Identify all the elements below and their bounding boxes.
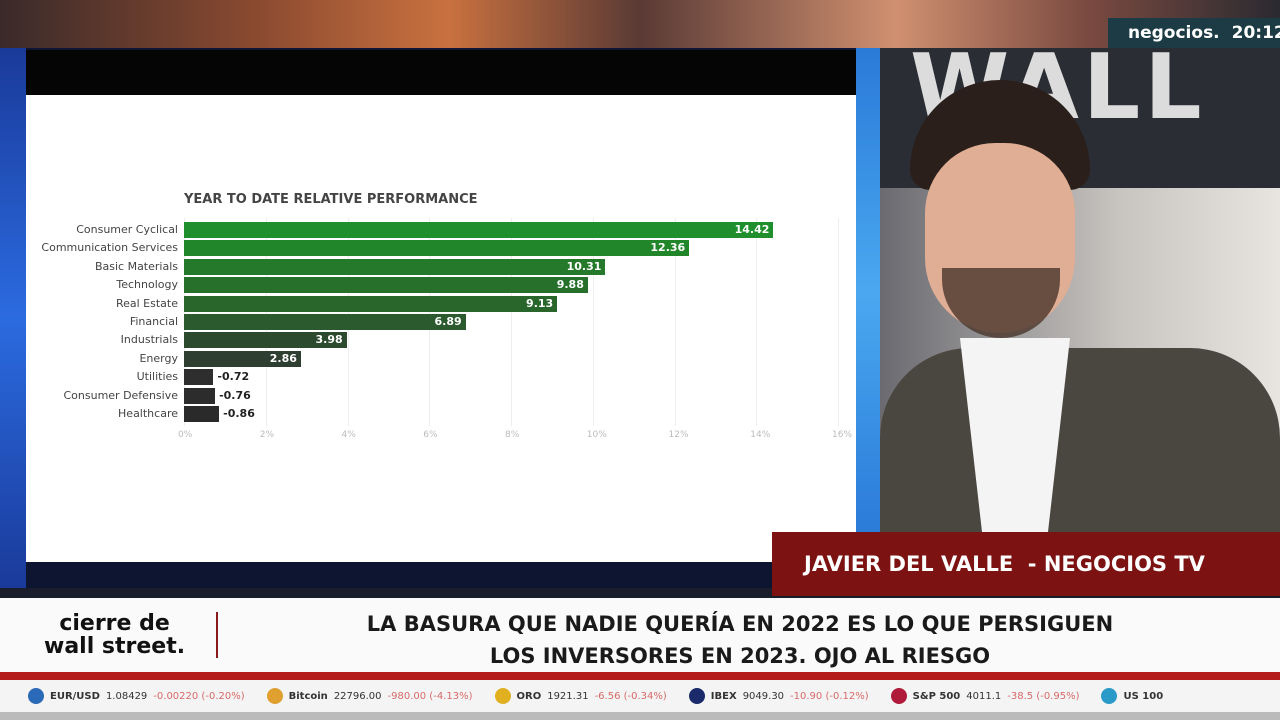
ticker-change: -6.56 (-0.34%) [594, 690, 667, 702]
bar-value-label: 6.89 [434, 315, 462, 328]
gridline [674, 218, 676, 426]
bar-value-label: 9.88 [556, 278, 584, 292]
divider [0, 672, 1280, 680]
category-label: Industrials [120, 333, 178, 347]
brand-name: negocios. [1128, 23, 1220, 43]
ticker-change: -0.00220 (-0.20%) [153, 690, 245, 702]
ticker-value: 9049.30 [742, 690, 785, 702]
x-tick-label: 16% [832, 430, 853, 440]
bar-value-label: 9.13 [526, 296, 554, 310]
category-label: Real Estate [115, 296, 178, 310]
category-label: Utilities [136, 370, 178, 384]
bar [184, 295, 558, 312]
ticker-item: Bitcoin 22796.00 -980.00 (-4.13%) [266, 688, 473, 704]
ticker-name: S&P 500 [912, 690, 961, 702]
lower-third [0, 598, 1280, 672]
presenter-name-bar: JAVIER DEL VALLE - NEGOCIOS TV [772, 532, 1280, 596]
x-tick-label: 4% [341, 430, 356, 440]
x-tick-label: 6% [423, 430, 438, 440]
show-title: cierre de wall street. [44, 612, 185, 658]
ticker-value: 4011.1 [966, 690, 1002, 702]
ticker-change: -38.5 (-0.95%) [1007, 690, 1080, 702]
divider [216, 612, 218, 658]
bar [184, 240, 690, 257]
ticker-item: ORO 1921.31 -6.56 (-0.34%) [494, 688, 667, 704]
bar [184, 350, 301, 367]
category-label: Financial [129, 315, 178, 328]
ticker-item: S&P 500 4011.1 -38.5 (-0.95%) [890, 688, 1080, 704]
gridline [838, 218, 839, 426]
x-tick-label: 12% [668, 430, 689, 440]
bar [184, 332, 347, 349]
market-icon [1101, 688, 1118, 704]
presenter-jacket [880, 348, 1280, 532]
bar [184, 369, 214, 386]
ticker-name: US 100 [1123, 690, 1164, 702]
ticker-name: ORO [516, 690, 542, 702]
chart-title: YEAR TO DATE RELATIVE PERFORMANCE [184, 192, 478, 207]
headline-line: LOS INVERSORES EN 2023. OJO AL RIESGO [489, 644, 991, 668]
bar-value-label: 3.98 [315, 333, 343, 347]
market-icon [494, 688, 511, 704]
presenter-beard [942, 268, 1060, 338]
ticker-change: -10.90 (-0.12%) [790, 690, 869, 702]
headline-line: LA BASURA QUE NADIE QUERÍA EN 2022 ES LO… [366, 612, 1114, 636]
category-label: Energy [139, 351, 178, 365]
ticker-value: 1921.31 [547, 690, 589, 702]
category-label: Basic Materials [94, 259, 178, 273]
gridline [756, 218, 758, 426]
bar-value-label: -0.72 [217, 370, 250, 384]
x-tick-label: 14% [750, 430, 771, 440]
category-label: Consumer Defensive [63, 388, 178, 402]
ticker-item: IBEX 9049.30 -10.90 (-0.12%) [688, 688, 869, 704]
category-label: Consumer Cyclical [76, 223, 178, 236]
presenter-video: WALL [880, 48, 1280, 532]
screen-header [26, 50, 856, 95]
category-label: Healthcare [118, 407, 178, 420]
gridline [511, 218, 512, 426]
bar [184, 314, 466, 330]
bottom-edge [0, 712, 1280, 720]
bar-value-label: 10.31 [566, 259, 602, 273]
market-icon [266, 688, 283, 704]
market-ticker: EUR/USD 1.08429 -0.00220 (-0.20%) Bitcoin 22… [0, 680, 1280, 712]
channel-logo: negocios. 20:12 [1108, 18, 1280, 48]
x-tick-label: 2% [259, 430, 275, 440]
ticker-item: US 100 [1101, 688, 1175, 704]
ticker-name: EUR/USD [50, 690, 100, 702]
bar [184, 222, 774, 238]
market-icon [890, 688, 907, 704]
background-top [0, 0, 1280, 50]
bar-value-label: 14.42 [734, 223, 770, 236]
category-label: Technology [116, 278, 178, 292]
ticker-change: -980.00 (-4.13%) [387, 690, 473, 702]
bar-value-label: 12.36 [650, 241, 686, 255]
gridline [592, 218, 594, 426]
bar [184, 258, 606, 275]
bar-value-label: -0.76 [219, 388, 251, 402]
category-label: Communication Services [41, 241, 178, 255]
x-tick-label: 10% [586, 430, 607, 440]
headline: LA BASURA QUE NADIE QUERÍA EN 2022 ES LO… [260, 608, 1220, 672]
show-title-line: cierre de [59, 611, 170, 636]
decor-strip [0, 48, 26, 588]
decor-strip [856, 48, 880, 538]
ticker-value: 1.08429 [105, 690, 148, 702]
bar [184, 277, 588, 294]
market-icon [28, 688, 44, 704]
x-tick-label: 0% [178, 430, 193, 440]
bar-value-label: -0.86 [223, 407, 255, 420]
clock: 20:12 [1231, 23, 1280, 43]
market-icon [688, 688, 705, 704]
ticker-item: EUR/USD 1.08429 -0.00220 (-0.20%) [28, 688, 245, 704]
bar [184, 387, 216, 404]
bar-value-label: 2.86 [269, 351, 297, 365]
bar [184, 406, 220, 422]
show-title-line: wall street. [44, 634, 186, 659]
ticker-name: Bitcoin [288, 690, 328, 702]
ticker-name: IBEX [710, 690, 737, 702]
x-tick-label: 8% [505, 430, 520, 440]
ticker-value: 22796.00 [333, 690, 382, 702]
